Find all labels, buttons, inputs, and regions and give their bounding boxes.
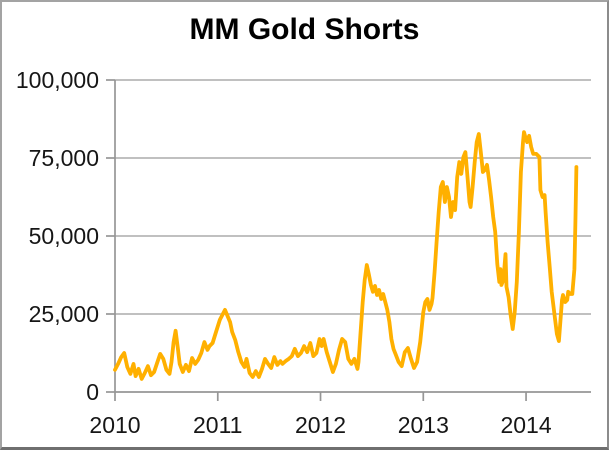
x-axis-tick-label-2012: 2012 [295,412,346,438]
y-axis-tick-label-75000: 75,000 [29,145,99,171]
y-axis-tick-label-100000: 100,000 [16,67,99,93]
data-series-line [113,130,579,381]
y-axis-tick-label-50000: 50,000 [29,223,99,249]
chart-title: MM Gold Shorts [189,13,420,46]
x-axis-tick-label-2014: 2014 [500,412,551,438]
x-axis-tick-label-2010: 2010 [89,412,140,438]
y-axis-tick-label-0: 0 [86,379,99,405]
y-axis-tick-label-25000: 25,000 [29,301,99,327]
x-axis-tick-label-2011: 2011 [193,412,242,438]
x-axis-tick-label-2013: 2013 [398,412,449,438]
